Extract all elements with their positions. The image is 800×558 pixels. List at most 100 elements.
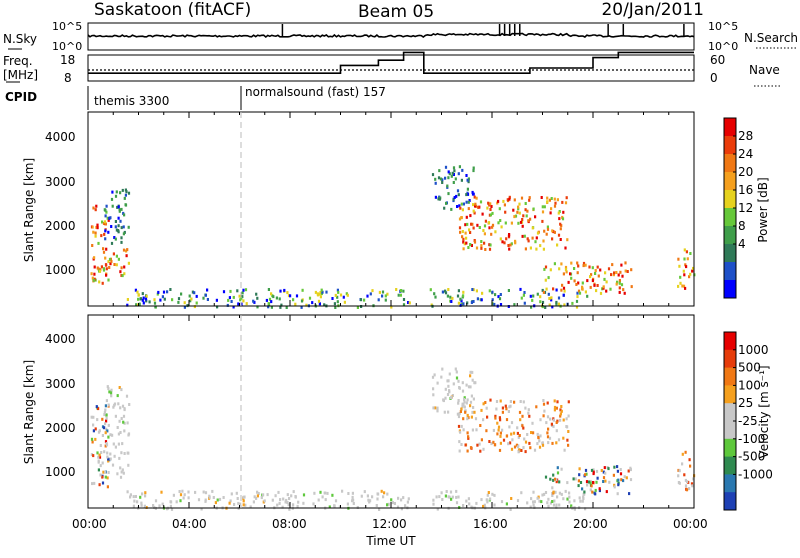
range-gate-cell bbox=[560, 288, 563, 292]
range-gate-cell bbox=[476, 223, 479, 227]
range-gate-cell bbox=[568, 491, 571, 495]
range-gate-cell bbox=[296, 504, 299, 508]
range-gate-cell bbox=[208, 495, 211, 499]
range-gate-cell bbox=[509, 400, 512, 403]
range-gate-cell bbox=[472, 192, 475, 196]
range-gate-cell bbox=[313, 491, 316, 495]
range-gate-cell bbox=[489, 243, 492, 247]
range-gate-cell bbox=[153, 505, 156, 509]
range-gate-cell bbox=[193, 305, 196, 309]
range-gate-cell bbox=[565, 196, 568, 200]
range-gate-cell bbox=[630, 285, 633, 289]
range-gate-cell bbox=[556, 198, 559, 202]
range-gate-cell bbox=[300, 299, 304, 303]
range-gate-cell bbox=[114, 414, 117, 418]
range-gate-cell bbox=[564, 489, 567, 493]
range-gate-cell bbox=[470, 394, 473, 398]
range-gate-cell bbox=[117, 432, 120, 436]
range-gate-cell bbox=[474, 202, 477, 206]
range-gate-cell bbox=[685, 488, 689, 492]
range-gate-cell bbox=[471, 190, 474, 194]
range-gate-cell bbox=[336, 288, 339, 292]
range-gate-cell bbox=[576, 291, 579, 295]
range-gate-cell bbox=[541, 288, 544, 292]
range-gate-cell bbox=[457, 193, 460, 197]
range-gate-cell bbox=[546, 200, 549, 204]
range-gate-cell bbox=[460, 407, 463, 411]
colorbar-tick-label: 25 bbox=[738, 396, 753, 410]
range-gate-cell bbox=[402, 303, 406, 307]
noise-left-tick-top: 10^5 bbox=[52, 20, 82, 33]
range-gate-cell bbox=[97, 460, 100, 464]
range-gate-cell bbox=[206, 298, 209, 301]
range-gate-cell bbox=[103, 413, 106, 417]
range-gate-cell bbox=[552, 478, 555, 482]
range-gate-cell bbox=[507, 410, 510, 413]
range-gate-cell bbox=[126, 303, 129, 307]
range-gate-cell bbox=[588, 265, 591, 269]
range-gate-cell bbox=[274, 494, 277, 498]
range-gate-cell bbox=[123, 407, 126, 411]
range-gate-cell bbox=[485, 498, 488, 502]
range-gate-cell bbox=[105, 413, 108, 417]
range-gate-cell bbox=[142, 301, 145, 305]
range-gate-cell bbox=[536, 231, 540, 235]
range-gate-cell bbox=[113, 236, 116, 239]
range-gate-cell bbox=[545, 421, 548, 425]
colorbar-tick-label: 100 bbox=[738, 378, 761, 392]
range-gate-cell bbox=[486, 500, 489, 504]
range-gate-cell bbox=[105, 247, 108, 251]
range-gate-cell bbox=[107, 260, 110, 264]
range-gate-cell bbox=[584, 468, 588, 472]
range-gate-cell bbox=[629, 478, 633, 482]
colorbar-segment bbox=[724, 244, 736, 263]
range-gate-cell bbox=[144, 297, 148, 301]
range-gate-cell bbox=[433, 373, 436, 377]
range-gate-cell bbox=[390, 305, 393, 309]
range-gate-cell bbox=[152, 504, 155, 507]
range-gate-cell bbox=[482, 402, 485, 406]
range-gate-cell bbox=[499, 293, 502, 296]
range-gate-cell bbox=[552, 473, 555, 477]
range-gate-cell bbox=[513, 303, 516, 307]
freq-panel-frame bbox=[87, 54, 695, 82]
range-gate-cell bbox=[529, 246, 532, 250]
range-gate-cell bbox=[569, 272, 572, 276]
range-gate-cell bbox=[107, 387, 110, 391]
range-gate-cell bbox=[242, 299, 245, 303]
range-gate-cell bbox=[172, 493, 175, 497]
range-gate-cell bbox=[480, 438, 483, 442]
range-gate-cell bbox=[619, 468, 622, 471]
range-gate-cell bbox=[400, 498, 403, 502]
range-gate-cell bbox=[518, 202, 521, 206]
range-gate-cell bbox=[444, 289, 447, 293]
range-gate-cell bbox=[245, 302, 248, 306]
range-gate-cell bbox=[469, 370, 472, 374]
range-gate-cell bbox=[256, 494, 259, 498]
power-ytick-2000: 2000 bbox=[45, 219, 76, 233]
range-gate-cell bbox=[524, 247, 527, 251]
range-gate-cell bbox=[116, 426, 119, 429]
range-gate-cell bbox=[557, 211, 560, 215]
colorbar-tick-label: -25 bbox=[738, 414, 758, 428]
range-gate-cell bbox=[127, 225, 130, 229]
range-gate-cell bbox=[540, 196, 543, 199]
range-gate-cell bbox=[407, 301, 410, 304]
range-gate-cell bbox=[190, 297, 193, 301]
range-gate-cell bbox=[544, 265, 548, 269]
range-gate-cell bbox=[474, 417, 478, 421]
range-gate-cell bbox=[397, 496, 400, 500]
range-gate-cell bbox=[447, 384, 450, 388]
range-gate-cell bbox=[255, 496, 258, 500]
range-gate-cell bbox=[497, 428, 500, 432]
range-gate-cell bbox=[686, 257, 689, 261]
range-gate-cell bbox=[566, 425, 569, 429]
range-gate-cell bbox=[499, 431, 502, 435]
range-gate-cell bbox=[573, 279, 576, 283]
freq-series bbox=[88, 51, 694, 74]
range-gate-cell bbox=[121, 442, 124, 446]
range-gate-cell bbox=[545, 232, 548, 236]
range-gate-cell bbox=[510, 242, 513, 246]
range-gate-cell bbox=[491, 211, 494, 215]
noise-right-label: N.Search bbox=[744, 31, 798, 45]
